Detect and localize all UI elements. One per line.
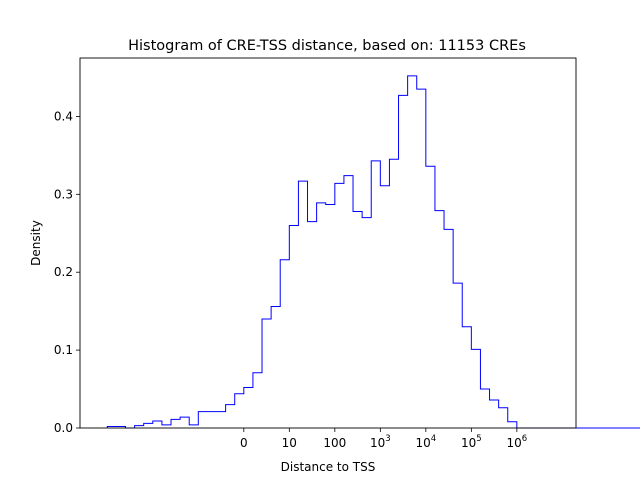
x-axis: 0 10 100 103 104 105 106 [240, 428, 527, 450]
x-tick-exponent: 6 [522, 434, 527, 444]
x-tick-exponent: 4 [431, 434, 436, 444]
y-tick-label: 0.2 [54, 265, 73, 279]
chart-title: Histogram of CRE-TSS distance, based on:… [128, 38, 526, 54]
x-tick-label: 105 [461, 434, 482, 450]
x-tick-label: 103 [370, 434, 391, 450]
x-tick-base: 10 [461, 436, 476, 450]
x-tick-label: 10 [282, 436, 297, 450]
x-tick-label: 0 [240, 436, 248, 450]
x-tick-base: 10 [506, 436, 521, 450]
y-tick-label: 0.0 [54, 421, 73, 435]
y-tick-label: 0.4 [54, 109, 73, 123]
x-tick-label: 106 [506, 434, 527, 450]
x-tick-exponent: 3 [385, 434, 390, 444]
x-tick-exponent: 5 [476, 434, 481, 444]
y-tick-label: 0.1 [54, 343, 73, 357]
x-axis-label: Distance to TSS [281, 460, 376, 474]
y-tick-label: 0.3 [54, 187, 73, 201]
y-axis: 0.0 0.1 0.2 0.3 0.4 [54, 109, 80, 435]
plot-frame [79, 57, 577, 429]
y-axis-label: Density [29, 220, 43, 266]
x-tick-base: 10 [370, 436, 385, 450]
x-tick-label: 100 [323, 436, 346, 450]
x-tick-label: 104 [415, 434, 436, 450]
x-tick-base: 10 [415, 436, 430, 450]
histogram-step-line [106, 75, 640, 429]
